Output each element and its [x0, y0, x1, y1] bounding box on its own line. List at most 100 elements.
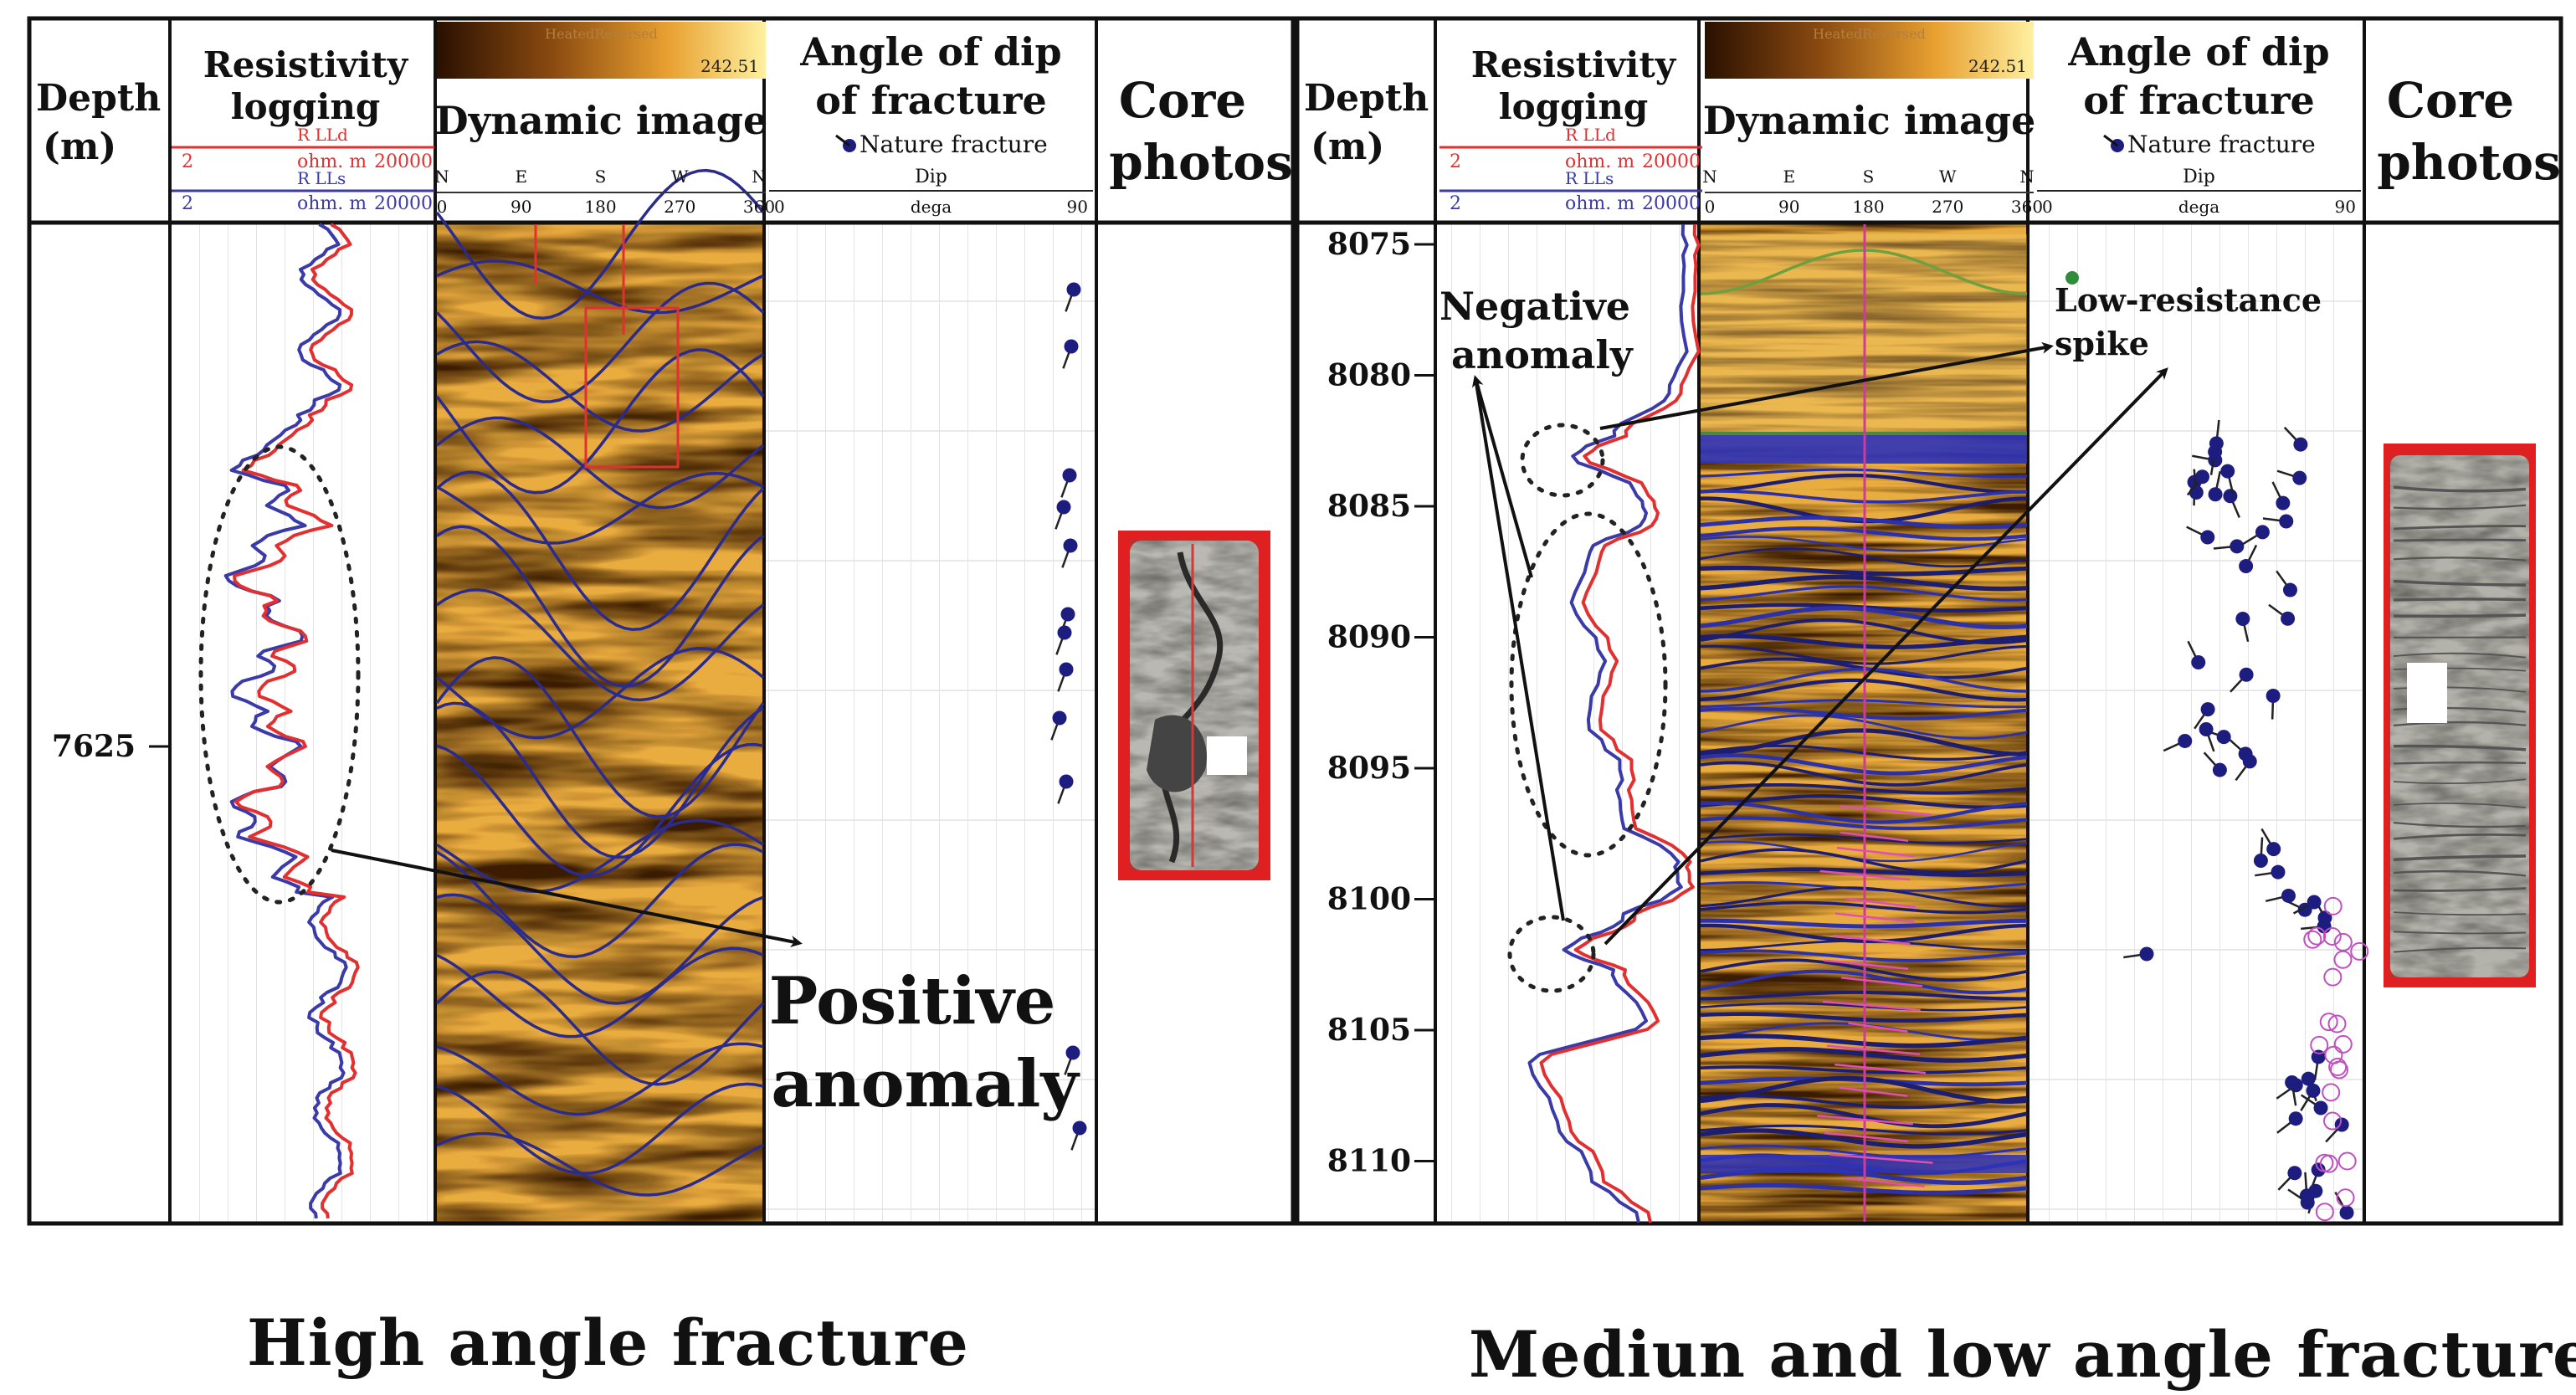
fracture-tadpole-right-51	[2301, 1196, 2315, 1210]
compass-w-3-right: W	[1939, 167, 1957, 187]
compass-deg-3-right: 270	[1932, 197, 1963, 217]
fracture-tadpole-right-28	[2243, 754, 2257, 768]
fracture-tadpole-left-11	[1073, 1121, 1087, 1136]
fracture-tadpole-right-19	[2279, 515, 2293, 529]
dynamic-header-right: Dynamic image	[1703, 98, 2035, 143]
resistivity-header2-left: logging	[231, 86, 381, 127]
compass-e-1-left: E	[515, 167, 527, 187]
compass-deg-2-right: 180	[1852, 197, 1884, 217]
dip-min-right: 0	[2042, 197, 2053, 217]
depth-tick-8100: 8100	[1327, 882, 1411, 917]
fracture-tadpole-left-4	[1064, 539, 1078, 553]
compass-deg-2-left: 180	[584, 197, 616, 217]
colorbar-max-right: 242.51	[1968, 56, 2027, 76]
resistivity-header2-right: logging	[1499, 86, 1649, 127]
fracture-tadpole-left-0	[1067, 283, 1081, 297]
core-photo-left	[1118, 531, 1270, 880]
depth-tick-8075: 8075	[1327, 227, 1411, 262]
fracture-tadpole-right-24	[2266, 689, 2281, 703]
fracture-tadpole-right-46	[2308, 1184, 2322, 1198]
fracture-tadpole-right-22	[2240, 668, 2254, 682]
core-header-left: Core	[1119, 72, 1246, 129]
rlls-max-right: 20000	[1642, 193, 1701, 214]
fracture-tadpole-right-1	[2223, 489, 2237, 503]
core-header-right: Core	[2387, 72, 2514, 129]
fracture-tadpole-left-7	[1060, 663, 1074, 677]
rlls-unit-right: ohm. m	[1565, 193, 1634, 214]
fracture-tadpole-right-18	[2235, 612, 2250, 626]
fracture-tadpole-right-6	[2281, 612, 2295, 626]
colorbar-label-left: HeatedReversed	[545, 26, 658, 42]
fracture-tadpole-right-34	[2271, 865, 2285, 880]
fracture-tadpole-right-38	[2314, 1100, 2328, 1115]
fracture-tadpole-left-2	[1063, 469, 1077, 483]
dynamic-header-left: Dynamic image	[435, 98, 767, 143]
dip-header-left: Angle of dip	[799, 29, 1061, 74]
depth-header-right: Depth	[1304, 77, 1429, 120]
depth-tick-8080: 8080	[1327, 358, 1411, 393]
compass-n-4-left: N	[752, 167, 767, 187]
low-resistance-label2: spike	[2055, 325, 2149, 362]
dip-grid-right	[2029, 223, 2363, 1223]
fracture-tadpole-left-1	[1065, 340, 1079, 354]
dip-max-left: 90	[1067, 197, 1088, 217]
compass-s-2-left: S	[595, 167, 607, 187]
fracture-tadpole-right-49	[2287, 1166, 2301, 1180]
rlld-min-left: 2	[182, 151, 193, 172]
fracture-tadpole-left-9	[1060, 775, 1074, 789]
rlld-label-right: R LLd	[1565, 125, 1616, 145]
dip-label-right: Dip	[2183, 167, 2215, 187]
depth-tick-8105: 8105	[1327, 1013, 1411, 1048]
depth-tick-8090: 8090	[1327, 620, 1411, 655]
rlls-label-right: R LLs	[1565, 168, 1614, 188]
fracture-tadpole-right-15	[2239, 559, 2253, 573]
resistivity-grid-left	[172, 223, 434, 1223]
compass-s-2-right: S	[1863, 167, 1875, 187]
rlld-label-left: R LLd	[297, 125, 348, 145]
fracture-tadpole-right-36	[2307, 895, 2322, 909]
core-header2-left: photos	[1109, 134, 1293, 191]
dip-header-right: Angle of dip	[2067, 29, 2329, 74]
fracture-tadpole-right-48	[2285, 1075, 2299, 1090]
compass-deg-3-left: 270	[664, 197, 695, 217]
fracture-tadpole-right-12	[2255, 525, 2270, 539]
fracture-tadpole-left-3	[1057, 500, 1071, 515]
fracture-tadpole-right-20	[2178, 734, 2192, 748]
depth-tick-8110: 8110	[1327, 1144, 1411, 1179]
compass-n-4-right: N	[2019, 167, 2035, 187]
fracture-tadpole-right-5	[2209, 487, 2223, 501]
compass-e-1-right: E	[1783, 167, 1795, 187]
rlls-max-left: 20000	[374, 193, 433, 214]
fracture-tadpole-right-10	[2293, 438, 2307, 452]
resistivity-header-left: Resistivity	[203, 44, 409, 85]
compass-w-3-left: W	[671, 167, 689, 187]
fracture-tadpole-right-16	[2208, 444, 2222, 459]
resistivity-header-right: Resistivity	[1471, 44, 1677, 85]
low-resistance-label: Low-resistance	[2055, 281, 2322, 319]
fracture-tadpole-right-45	[2340, 1206, 2354, 1220]
compass-deg-0-left: 0	[437, 197, 448, 217]
caption-left: High angle fracture	[247, 1305, 969, 1380]
rlld-min-right: 2	[1450, 151, 1461, 172]
fracture-tadpole-left-6	[1058, 626, 1072, 640]
rlld-max-left: 20000	[374, 151, 433, 172]
compass-deg-0-right: 0	[1705, 197, 1716, 217]
depth-unit-right: (m)	[1311, 126, 1384, 168]
fracture-tadpole-right-2	[2220, 464, 2235, 479]
fracture-tadpole-right-27	[2191, 655, 2205, 669]
negative-anomaly-label: Negative	[1439, 284, 1630, 329]
dip-unit-right: dega	[2178, 197, 2219, 217]
compass-deg-4-left: 360	[743, 197, 775, 217]
fracture-tadpole-right-37	[2266, 842, 2281, 856]
fracture-tadpole-right-35	[2281, 889, 2296, 903]
fracture-tadpole-right-14	[2292, 471, 2307, 485]
dip-max-right: 90	[2335, 197, 2356, 217]
core-header2-right: photos	[2377, 134, 2561, 191]
fracture-tadpole-right-25	[2213, 763, 2227, 777]
rlls-label-left: R LLs	[297, 168, 346, 188]
fracture-tadpole-right-17	[2276, 496, 2290, 510]
rlld-max-right: 20000	[1642, 151, 1701, 172]
dip-header2-left: of fracture	[815, 78, 1047, 123]
fracture-tadpole-right-26	[2201, 702, 2215, 716]
